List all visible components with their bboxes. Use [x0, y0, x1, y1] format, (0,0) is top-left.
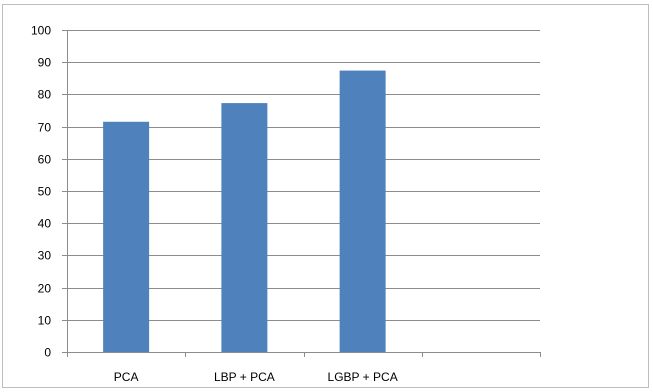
- x-tick-label-0: PCA: [114, 370, 139, 384]
- y-tick-label-0: 0: [44, 346, 51, 360]
- y-tick-label-10: 10: [38, 314, 52, 328]
- x-tick-label-2: LGBP + PCA: [328, 370, 398, 384]
- y-tick-label-60: 60: [38, 153, 52, 167]
- axes: [62, 30, 541, 357]
- y-tick-label-100: 100: [31, 24, 51, 38]
- bars: [103, 70, 386, 353]
- y-tick-label-40: 40: [38, 217, 52, 231]
- y-tick-label-80: 80: [38, 88, 52, 102]
- x-tick-label-1: LBP + PCA: [214, 370, 275, 384]
- y-tick-label-50: 50: [38, 185, 52, 199]
- y-tick-label-70: 70: [38, 121, 52, 135]
- bar-0: [103, 121, 150, 353]
- y-tick-label-30: 30: [38, 249, 52, 263]
- bar-1: [221, 103, 268, 353]
- bar-2: [339, 70, 386, 353]
- tick-labels: 0 10 20 30 40 50 60 70 80 90 100 PCA LBP + PCA LGBP +…: [31, 24, 398, 385]
- y-tick-label-20: 20: [38, 282, 52, 296]
- y-tick-label-90: 90: [38, 56, 52, 70]
